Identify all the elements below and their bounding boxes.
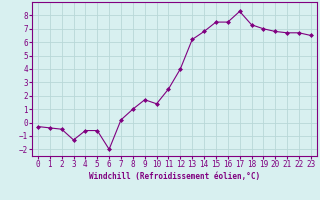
X-axis label: Windchill (Refroidissement éolien,°C): Windchill (Refroidissement éolien,°C): [89, 172, 260, 181]
